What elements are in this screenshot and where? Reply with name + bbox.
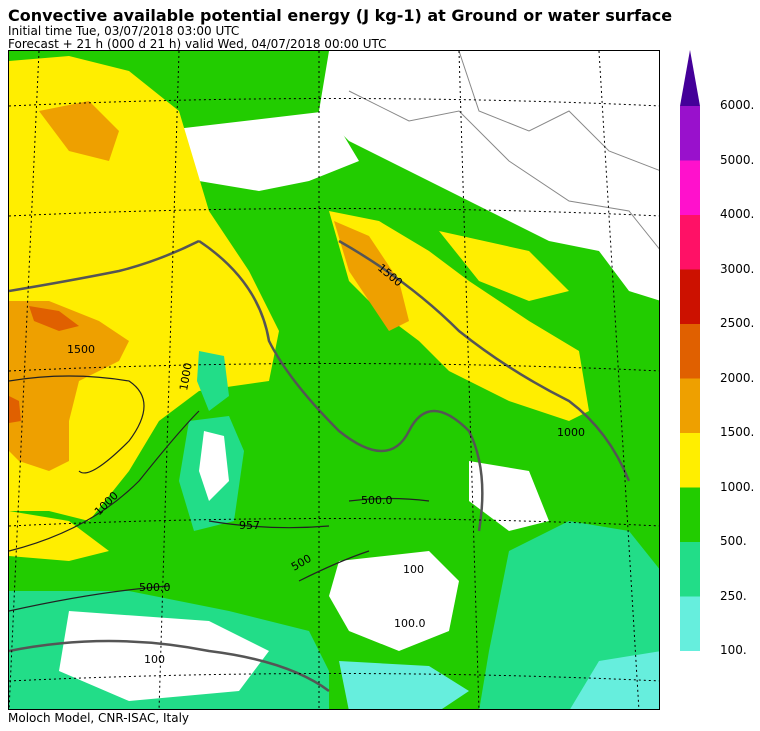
border-balkans — [348, 90, 659, 250]
colorbar-swatch-2500 — [680, 269, 700, 324]
cape-map: 1500 1500 1000 1000 1000 957 500.0 500 5… — [8, 50, 660, 710]
label-957: 957 — [239, 519, 260, 532]
region-100-250-south — [339, 661, 469, 709]
region-south-italy — [469, 461, 549, 531]
initial-time: Initial time Tue, 03/07/2018 03:00 UTC — [8, 24, 240, 38]
colorbar-label-6000: 6000. — [720, 98, 755, 112]
label-1000-a: 1000 — [177, 362, 195, 392]
coastline-adriatic-east — [338, 239, 631, 482]
colorbar-swatch-4000 — [680, 160, 700, 215]
region-1000-1500-west — [9, 56, 279, 521]
contour-1000-west — [9, 410, 200, 552]
region-100-250-se — [570, 651, 659, 709]
region-1500-2000-west — [9, 301, 129, 471]
colorbar-label-2500: 2500. — [720, 316, 755, 330]
label-500-c: 500.0 — [139, 581, 171, 594]
contour-500-b — [9, 585, 170, 612]
region-1500-2000-nw — [39, 101, 119, 161]
colorbar-label-4000: 4000. — [720, 207, 755, 221]
colorbar — [680, 50, 700, 656]
colorbar-label-100: 100. — [720, 643, 747, 657]
region-1000-1500-balkans — [439, 231, 569, 301]
coastline-france — [9, 239, 200, 293]
contour-1500 — [9, 375, 145, 474]
colorbar-swatch-250 — [680, 542, 700, 597]
colorbar-label-5000: 5000. — [720, 152, 755, 167]
colorbar-swatch-5000 — [680, 106, 700, 161]
region-below-100-africa — [59, 611, 269, 701]
contour-957 — [208, 520, 330, 529]
colorbar-swatch-6000 — [680, 50, 700, 106]
colorbar-swatch-500 — [680, 487, 700, 542]
contour-500-c — [348, 497, 430, 502]
colorbar-swatch-100 — [680, 596, 700, 651]
label-100-a: 100 — [403, 563, 424, 576]
map-canvas: 1500 1500 1000 1000 1000 957 500.0 500 5… — [9, 51, 659, 709]
colorbar-label-500: 500. — [720, 534, 747, 548]
border-central-europe — [458, 51, 659, 171]
colorbar-svg — [680, 50, 700, 651]
region-1000-1500-adriatic — [329, 211, 589, 421]
colorbar-label-1500: 1500. — [720, 425, 755, 439]
colorbar-swatch-3000 — [680, 215, 700, 270]
region-1000-1500-sw — [9, 511, 109, 561]
colorbar-label-3000: 3000. — [720, 261, 755, 276]
label-1000-c: 1000 — [557, 426, 585, 439]
colorbar-label-2000: 2000. — [720, 370, 755, 385]
model-credit: Moloch Model, CNR-ISAC, Italy — [8, 711, 190, 725]
colorbar-swatch-2000 — [680, 324, 700, 379]
colorbar-swatch-1500 — [680, 378, 700, 433]
colorbar-label-1000: 1000. — [720, 479, 755, 494]
label-1500-a: 1500 — [67, 343, 95, 356]
label-500-a: 500.0 — [361, 494, 393, 507]
region-below-100-alps — [159, 111, 359, 191]
colorbar-label-250: 250. — [720, 588, 747, 603]
coastline-italy — [198, 239, 484, 532]
region-2000-2500-edge — [9, 396, 21, 423]
region-2000-2500-west — [29, 306, 79, 331]
island-sicily — [329, 551, 459, 651]
label-100-c: 100 — [144, 653, 165, 666]
graticule — [9, 51, 659, 709]
chart-title: Convective available potential energy (J… — [8, 6, 673, 25]
colorbar-swatch-1000 — [680, 433, 700, 488]
island-corsica — [197, 351, 229, 411]
contour-500-a — [298, 550, 370, 582]
label-100-b: 100.0 — [394, 617, 426, 630]
forecast-time: Forecast + 21 h (000 d 21 h) valid Wed, … — [8, 37, 387, 51]
island-sardinia-inner — [199, 431, 229, 501]
coastline-africa — [9, 639, 330, 693]
region-below-100-ne — [319, 51, 659, 301]
